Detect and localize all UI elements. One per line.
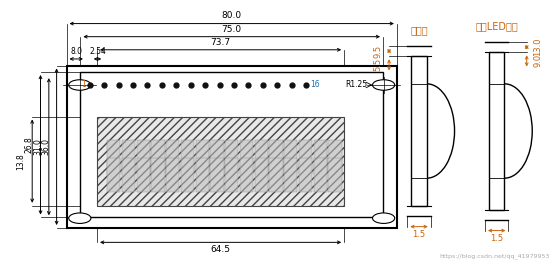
Text: R1.25: R1.25 (345, 80, 367, 90)
Text: 13.8: 13.8 (17, 153, 26, 170)
Bar (152, 159, 165, 192)
Bar (107, 140, 120, 174)
Bar (195, 159, 209, 192)
Bar (67, 66, 397, 228)
Text: 73.7: 73.7 (210, 38, 231, 47)
Bar (328, 159, 342, 192)
Bar (299, 140, 312, 174)
Text: 80.0: 80.0 (221, 12, 242, 20)
Bar (80, 72, 383, 217)
Bar (284, 140, 297, 174)
Bar (122, 159, 135, 192)
Text: 31.0: 31.0 (33, 138, 42, 155)
Text: 36.0: 36.0 (41, 138, 50, 155)
Text: 13.0: 13.0 (533, 38, 542, 56)
Text: 1: 1 (81, 80, 86, 90)
Bar (284, 159, 297, 192)
Text: https://blog.csdn.net/qq_41979953: https://blog.csdn.net/qq_41979953 (439, 254, 549, 259)
Text: 5.5: 5.5 (374, 58, 382, 72)
Bar (97, 117, 344, 206)
Text: 底部LED背光: 底部LED背光 (475, 21, 518, 31)
Text: 无背光: 无背光 (410, 25, 428, 35)
Bar (122, 140, 135, 174)
Bar (411, 56, 427, 206)
Bar (489, 52, 504, 210)
Bar (210, 159, 224, 192)
Bar (181, 140, 194, 174)
Text: 8.0: 8.0 (70, 47, 82, 56)
Circle shape (69, 80, 91, 90)
Bar (152, 140, 165, 174)
Bar (255, 140, 268, 174)
Bar (210, 140, 224, 174)
Text: 1.5: 1.5 (490, 234, 503, 243)
Bar (181, 159, 194, 192)
Bar (137, 159, 150, 192)
Bar (225, 140, 239, 174)
Text: 2.54: 2.54 (89, 47, 106, 56)
Bar (299, 159, 312, 192)
Circle shape (372, 80, 395, 90)
Bar (107, 159, 120, 192)
Bar (137, 140, 150, 174)
Bar (240, 140, 253, 174)
Text: 1.5: 1.5 (412, 230, 426, 239)
Bar (166, 159, 179, 192)
Bar (269, 140, 282, 174)
Bar (328, 140, 342, 174)
Bar (255, 159, 268, 192)
Text: 9.0: 9.0 (533, 54, 542, 68)
Bar (269, 159, 282, 192)
Bar (195, 140, 209, 174)
Text: 9.5: 9.5 (374, 45, 382, 58)
Circle shape (69, 213, 91, 223)
Circle shape (372, 213, 395, 223)
Text: 64.5: 64.5 (210, 245, 231, 254)
Bar (225, 159, 239, 192)
Text: 16: 16 (310, 80, 320, 90)
Bar (166, 140, 179, 174)
Bar (240, 159, 253, 192)
Text: 26.8: 26.8 (25, 137, 34, 153)
Text: 75.0: 75.0 (221, 25, 242, 34)
Bar (314, 159, 327, 192)
Bar (314, 140, 327, 174)
